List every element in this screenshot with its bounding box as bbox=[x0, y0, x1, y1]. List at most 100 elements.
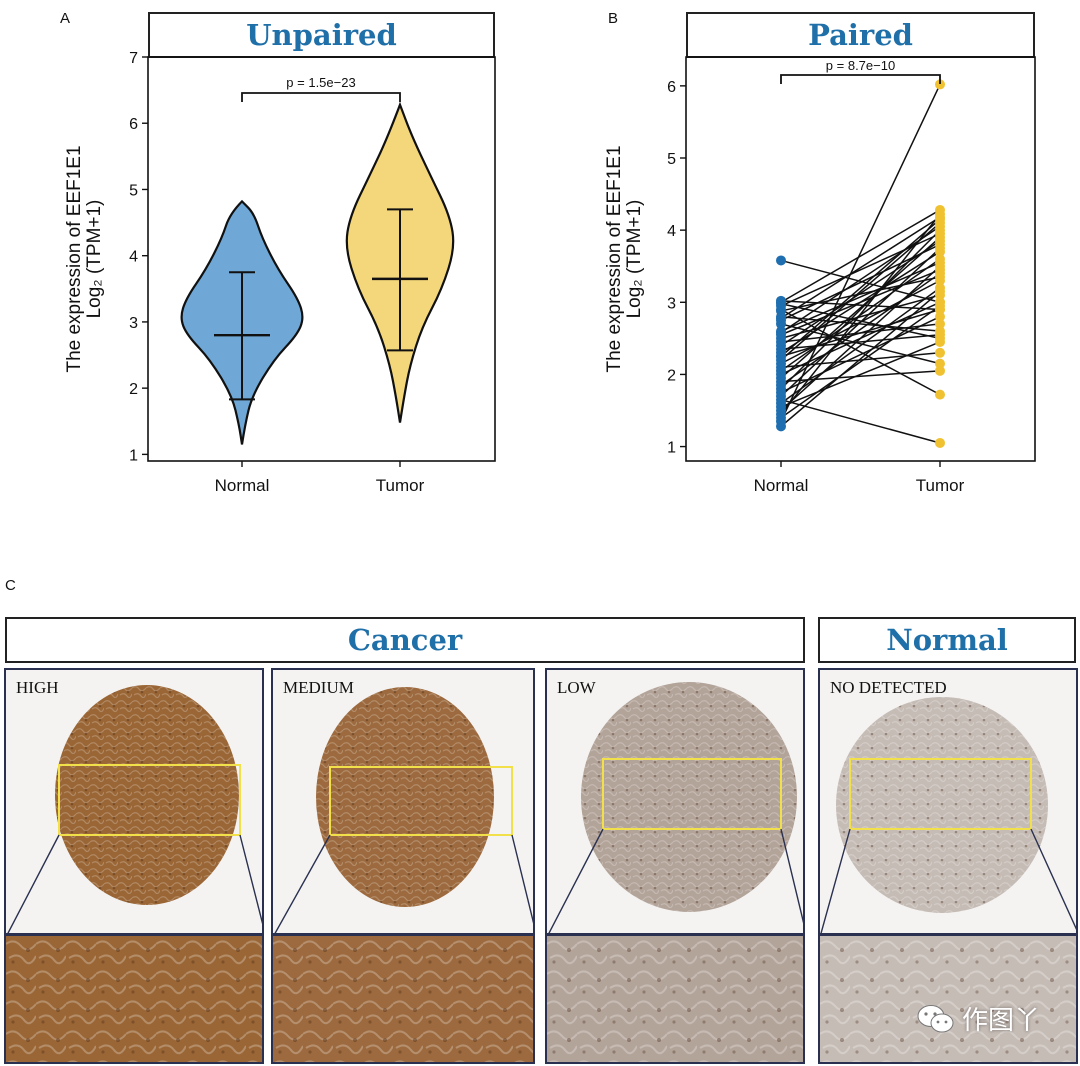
pair-line bbox=[780, 300, 941, 311]
zoom-texture bbox=[6, 936, 262, 1062]
point-tumor bbox=[935, 311, 945, 322]
watermark-text: 作图丫 bbox=[961, 1006, 1040, 1036]
zoom-connector bbox=[820, 828, 851, 933]
point-tumor bbox=[935, 214, 945, 225]
tissue-core bbox=[316, 687, 494, 907]
pair-line bbox=[780, 247, 941, 397]
pair-line bbox=[780, 305, 941, 419]
zoom-region-box bbox=[602, 758, 782, 830]
pair-line bbox=[780, 216, 941, 319]
significance-bracket bbox=[241, 92, 401, 102]
point-tumor bbox=[935, 318, 945, 329]
zoomed-tissue-image bbox=[6, 936, 262, 1062]
ihc-tile-high: HIGH bbox=[4, 668, 264, 935]
point-tumor bbox=[935, 79, 945, 90]
ihc-zoom-tile bbox=[4, 934, 264, 1064]
point-tumor bbox=[935, 389, 945, 400]
ihc-tile-label: LOW bbox=[557, 678, 596, 697]
x-tick-label: Normal bbox=[215, 476, 270, 495]
plot-frame bbox=[147, 56, 496, 462]
violin-chart: 1 2 3 4 5 6 7 Normal Tumor The expression of EEF1… bbox=[64, 50, 496, 495]
y-tick-label: 3 bbox=[129, 315, 138, 332]
pair-line bbox=[780, 261, 941, 332]
y-tick-label: 2 bbox=[667, 367, 676, 384]
x-tick-label: Tumor bbox=[916, 476, 965, 495]
point-tumor bbox=[935, 300, 945, 311]
ihc-zoom-tile bbox=[818, 934, 1078, 1064]
pair-line bbox=[780, 243, 941, 321]
cancer-title: Cancer bbox=[347, 623, 463, 657]
zoom-connector bbox=[548, 828, 604, 933]
y-axis-label-line1: The expression of EEF1E1 bbox=[64, 145, 85, 372]
panel-letter-a: A bbox=[60, 10, 71, 27]
y-tick-label: 7 bbox=[129, 50, 138, 67]
ihc-tile-label: HIGH bbox=[16, 678, 59, 697]
zoom-texture bbox=[820, 936, 1076, 1062]
panel-letter-c: C bbox=[5, 577, 16, 594]
zoom-connector bbox=[239, 834, 262, 925]
y-tick-label: 6 bbox=[129, 116, 138, 133]
pair-line bbox=[780, 209, 941, 303]
y-axis-label: The expression of EEF1E1 Log₂ (TPM+1) bbox=[604, 145, 645, 372]
point-normal bbox=[776, 351, 786, 362]
ihc-tile-label: NO DETECTED bbox=[830, 678, 947, 697]
point-tumor bbox=[935, 232, 945, 243]
pair-line bbox=[780, 334, 941, 350]
pair-line bbox=[780, 84, 941, 422]
normal-title: Normal bbox=[886, 623, 1008, 657]
y-axis-label-line2: Log₂ (TPM+1) bbox=[624, 200, 645, 319]
pair-line bbox=[780, 294, 941, 340]
zoomed-tissue-image bbox=[820, 936, 1076, 1062]
tissue-core bbox=[836, 697, 1048, 913]
zoom-texture bbox=[273, 936, 533, 1062]
point-tumor bbox=[935, 358, 945, 369]
y-axis-label-line2: Log₂ (TPM+1) bbox=[84, 200, 105, 319]
panel-letter-b: B bbox=[608, 10, 619, 27]
zoom-region-box bbox=[58, 764, 241, 836]
y-axis-label: The expression of EEF1E1 Log₂ (TPM+1) bbox=[64, 145, 105, 372]
watermark: 作图丫 bbox=[916, 1000, 1040, 1037]
point-tumor bbox=[935, 336, 945, 347]
point-normal bbox=[776, 421, 786, 432]
p-value-label: p = 1.5e−23 bbox=[286, 75, 355, 90]
pair-line bbox=[780, 225, 941, 334]
pair-line bbox=[780, 341, 941, 408]
zoom-connector bbox=[274, 834, 331, 933]
unpaired-title: Unpaired bbox=[246, 18, 397, 52]
zoom-region-box bbox=[849, 758, 1032, 830]
y-tick-label: 5 bbox=[129, 182, 138, 199]
pair-line bbox=[780, 240, 941, 347]
tissue-core-image bbox=[274, 687, 533, 933]
point-tumor bbox=[935, 347, 945, 358]
normal-strip: Normal bbox=[818, 617, 1076, 663]
pair-line bbox=[780, 287, 941, 404]
pair-line bbox=[780, 236, 941, 379]
tissue-core bbox=[581, 682, 797, 912]
pair-line bbox=[780, 290, 941, 427]
y-tick-label: 1 bbox=[129, 447, 138, 464]
ihc-tile-label: MEDIUM bbox=[283, 678, 354, 697]
point-tumor bbox=[935, 225, 945, 236]
y-tick-label: 4 bbox=[129, 249, 138, 266]
zoomed-tissue-image bbox=[547, 936, 803, 1062]
zoomed-tissue-image bbox=[273, 936, 533, 1062]
pair-line bbox=[780, 265, 941, 412]
zoom-connector bbox=[7, 834, 60, 933]
ihc-tile-medium: MEDIUM bbox=[271, 668, 535, 935]
point-normal bbox=[776, 315, 786, 326]
point-tumor bbox=[935, 264, 945, 275]
pair-line bbox=[780, 218, 941, 357]
point-tumor bbox=[935, 254, 945, 264]
pair-line bbox=[780, 302, 941, 340]
point-normal bbox=[776, 329, 786, 340]
y-tick-label: 3 bbox=[667, 295, 676, 312]
paired-strip: Paired bbox=[686, 12, 1035, 58]
zoom-texture bbox=[547, 936, 803, 1062]
pair-line bbox=[780, 222, 941, 361]
wechat-icon bbox=[917, 1004, 954, 1032]
zoom-connector bbox=[511, 834, 533, 924]
ihc-tile-low: LOW bbox=[545, 668, 805, 935]
point-tumor bbox=[935, 365, 945, 376]
tissue-core-image bbox=[7, 685, 262, 933]
x-tick-label: Normal bbox=[754, 476, 809, 495]
